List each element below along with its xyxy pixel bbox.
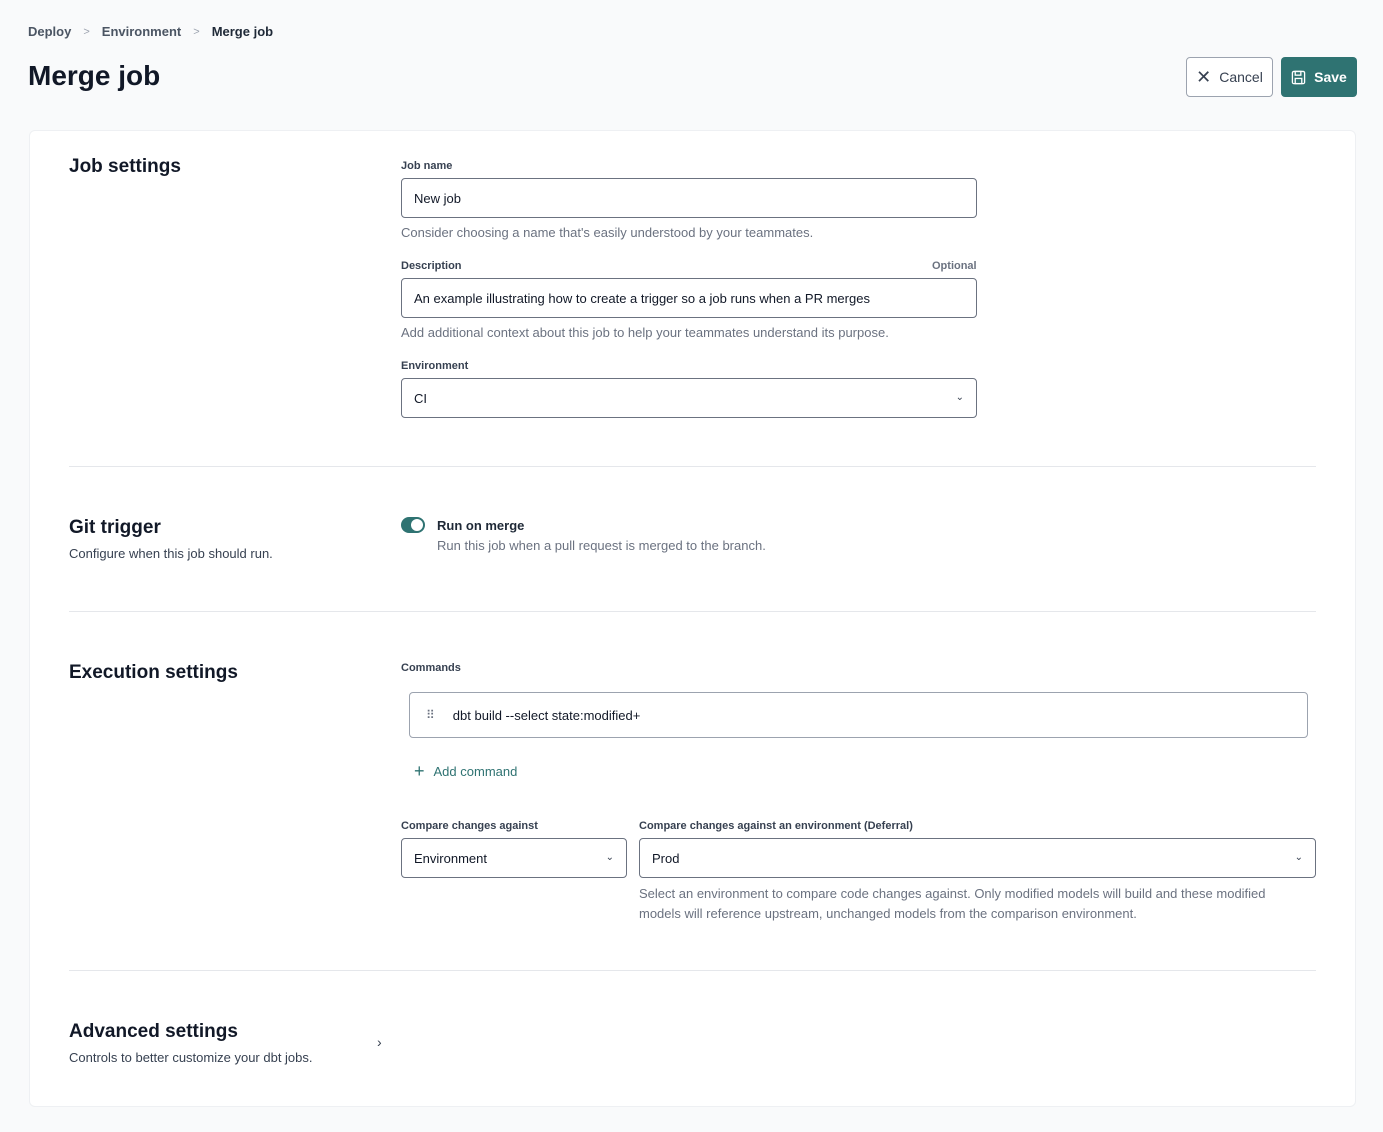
job-name-input[interactable]: New job xyxy=(401,178,977,218)
optional-tag: Optional xyxy=(932,260,977,272)
divider xyxy=(69,970,1316,971)
deferral-value: Prod xyxy=(652,850,680,866)
section-execution-heading: Execution settings xyxy=(69,662,238,683)
description-help: Add additional context about this job to… xyxy=(401,325,889,340)
environment-value: CI xyxy=(414,390,427,406)
section-git-trigger-heading: Git trigger xyxy=(69,517,161,538)
description-input[interactable]: An example illustrating how to create a … xyxy=(401,278,977,318)
cancel-button[interactable]: ✕ Cancel xyxy=(1186,57,1273,97)
divider xyxy=(69,466,1316,467)
deferral-help: Select an environment to compare code ch… xyxy=(639,886,1266,921)
job-name-help: Consider choosing a name that's easily u… xyxy=(401,225,814,240)
description-value: An example illustrating how to create a … xyxy=(414,290,870,306)
breadcrumb: Deploy > Environment > Merge job xyxy=(28,24,273,39)
description-label: Description xyxy=(401,260,462,272)
breadcrumb-deploy[interactable]: Deploy xyxy=(28,24,72,39)
chevron-down-icon: ⌄ xyxy=(1294,852,1303,863)
advanced-subtitle: Controls to better customize your dbt jo… xyxy=(69,1050,313,1065)
add-command-label: Add command xyxy=(433,764,518,779)
breadcrumb-environment[interactable]: Environment xyxy=(101,24,182,39)
page-title: Merge job xyxy=(28,60,161,91)
run-on-merge-label: Run on merge xyxy=(437,518,525,533)
deferral-label: Compare changes against an environment (… xyxy=(639,820,913,832)
chevron-right-icon[interactable]: › xyxy=(377,1034,382,1050)
save-label: Save xyxy=(1314,69,1347,85)
compare-select[interactable]: Environment ⌄ xyxy=(401,838,627,878)
run-on-merge-toggle[interactable] xyxy=(401,517,425,533)
chevron-right-icon: > xyxy=(83,25,90,38)
environment-label: Environment xyxy=(401,360,469,372)
add-command-button[interactable]: + Add command xyxy=(414,761,517,782)
close-icon: ✕ xyxy=(1196,66,1212,87)
chevron-down-icon: ⌄ xyxy=(955,392,964,403)
chevron-right-icon: > xyxy=(193,25,200,38)
section-job-settings-heading: Job settings xyxy=(69,156,181,177)
divider xyxy=(69,611,1316,612)
chevron-down-icon: ⌄ xyxy=(605,852,614,863)
drag-handle-icon[interactable]: ⠿ xyxy=(426,708,435,722)
command-text: dbt build --select state:modified+ xyxy=(452,707,641,723)
commands-label: Commands xyxy=(401,662,461,674)
compare-value: Environment xyxy=(414,850,487,866)
cancel-label: Cancel xyxy=(1219,69,1263,85)
job-name-value: New job xyxy=(414,190,461,206)
run-on-merge-help: Run this job when a pull request is merg… xyxy=(437,538,766,553)
save-button[interactable]: Save xyxy=(1281,57,1357,97)
command-row[interactable]: ⠿ dbt build --select state:modified+ xyxy=(409,692,1308,738)
section-advanced-heading[interactable]: Advanced settings xyxy=(69,1021,238,1042)
git-trigger-subtitle: Configure when this job should run. xyxy=(69,546,273,561)
job-name-label: Job name xyxy=(401,160,453,172)
job-form-card xyxy=(29,130,1356,1107)
save-icon xyxy=(1291,70,1306,84)
deferral-select[interactable]: Prod ⌄ xyxy=(639,838,1316,878)
environment-select[interactable]: CI ⌄ xyxy=(401,378,977,418)
breadcrumb-current: Merge job xyxy=(211,24,274,39)
plus-icon: + xyxy=(414,761,425,781)
compare-label: Compare changes against xyxy=(401,820,538,832)
